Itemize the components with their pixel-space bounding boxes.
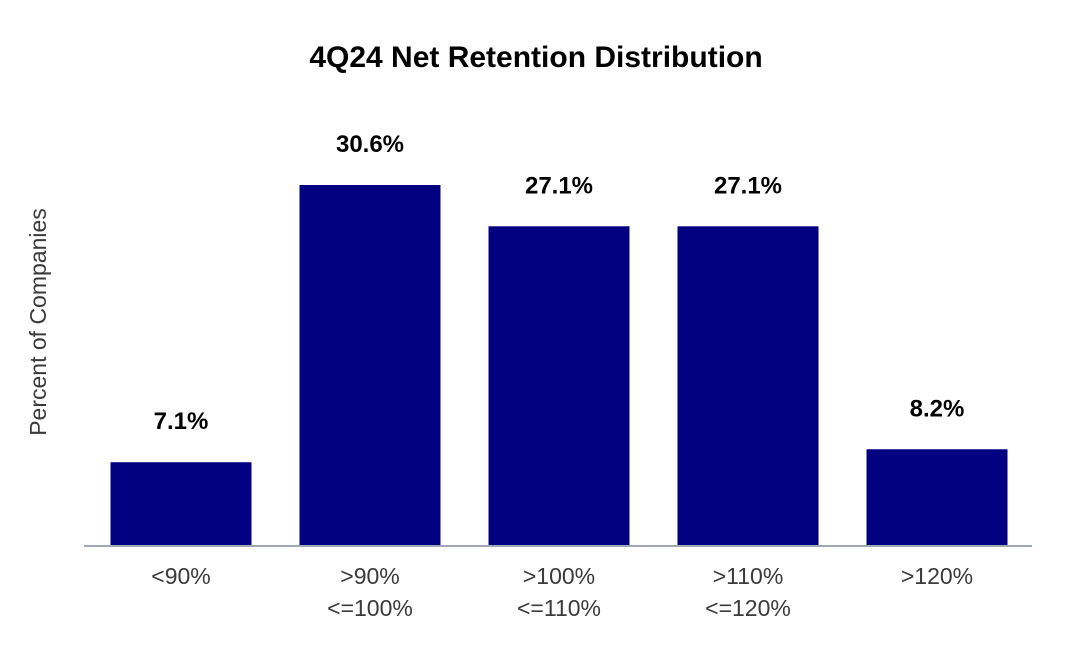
data-labels-group: 7.1% 30.6% 27.1% 27.1% 8.2%: [154, 131, 965, 435]
bar-0: [110, 462, 252, 546]
data-label-4: 8.2%: [910, 395, 965, 422]
bars-group: [110, 185, 1008, 547]
chart-title: 4Q24 Net Retention Distribution: [309, 41, 762, 74]
y-axis-label: Percent of Companies: [25, 208, 51, 436]
x-tick-label-3-line-0: >110%: [713, 563, 784, 589]
x-tick-label-2-line-0: >100%: [523, 563, 595, 589]
x-tick-label-2-line-1: <=110%: [517, 595, 601, 621]
x-tick-label-4: >120%: [901, 563, 973, 589]
bar-3: [677, 226, 819, 547]
data-label-1: 30.6%: [336, 131, 404, 158]
data-label-0: 7.1%: [154, 408, 209, 435]
bar-4: [866, 449, 1008, 546]
data-label-3: 27.1%: [714, 172, 782, 199]
x-tick-label-1-line-0: >90%: [340, 563, 399, 589]
bar-2: [488, 226, 630, 547]
bar-1: [299, 185, 441, 546]
x-tick-label-1-line-1: <=100%: [327, 595, 413, 621]
x-tick-labels-group: <90% >90% <=100% >100% <=110% >110% <=120% >120…: [151, 563, 973, 621]
data-label-2: 27.1%: [525, 172, 593, 199]
x-tick-label-3-line-1: <=120%: [705, 595, 791, 621]
x-tick-label-0: <90%: [151, 563, 210, 589]
